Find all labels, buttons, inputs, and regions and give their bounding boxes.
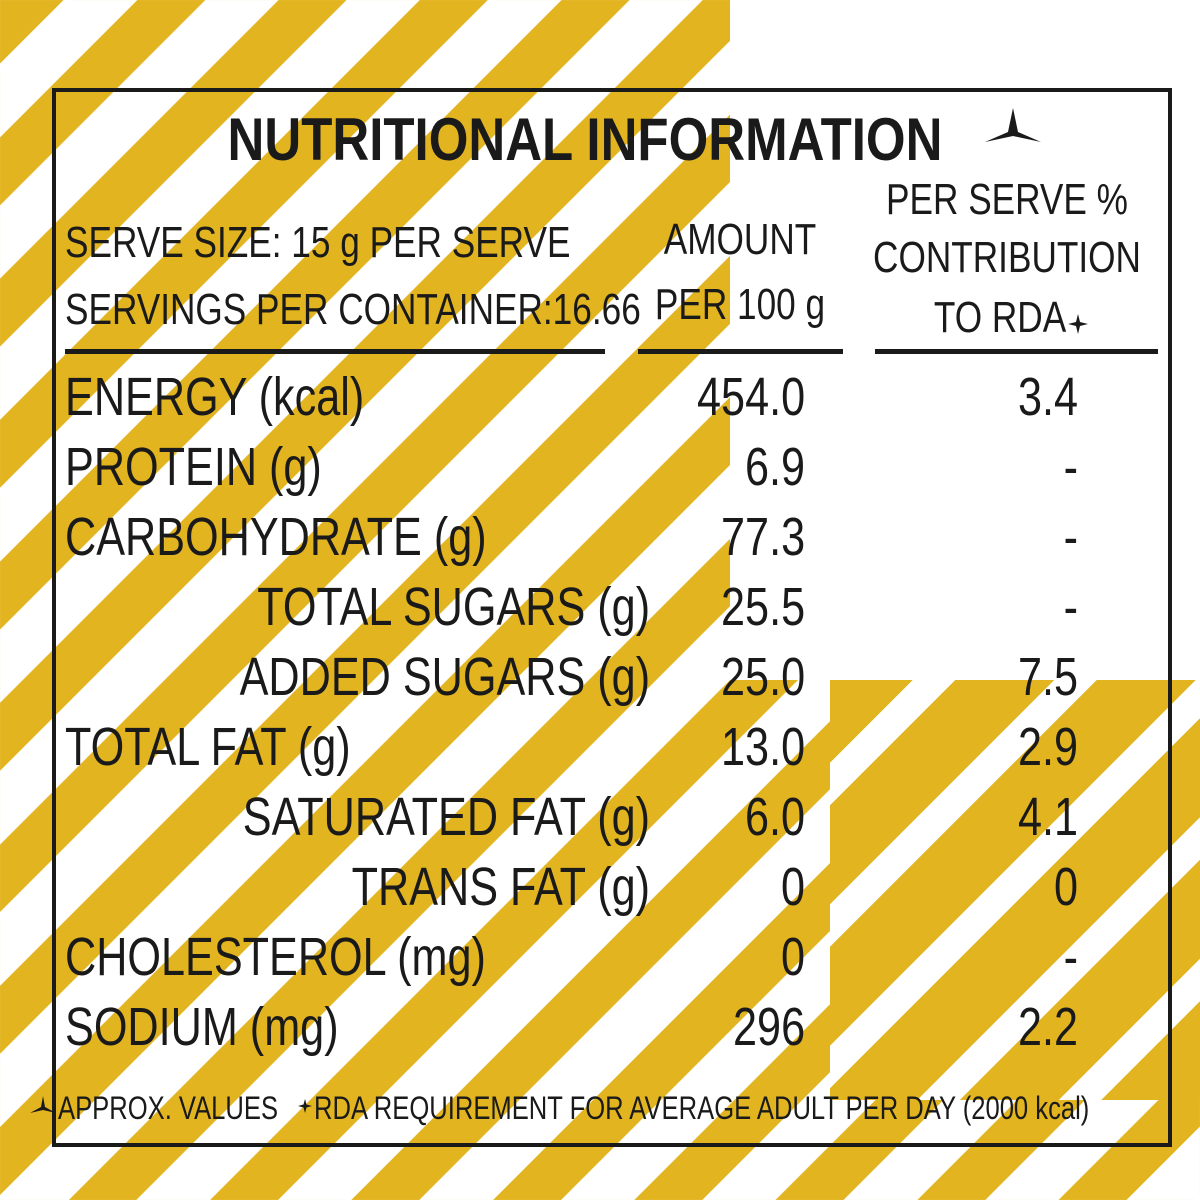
text: PER SERVE % [886, 175, 1128, 224]
amount-value-text: 454.0 [696, 367, 805, 427]
text: AMOUNT [663, 215, 817, 264]
amount-value: 6.0 [730, 790, 805, 844]
servings: SERVINGS PER CONTAINER:16.66 [65, 288, 785, 332]
approx-symbol [985, 108, 1041, 142]
rda-symbol [298, 1099, 312, 1113]
amount-value-text: 25.0 [720, 647, 805, 707]
rda-value: 3.4 [1003, 370, 1078, 424]
amount-value: 296 [715, 1000, 805, 1054]
nutrient-name: TOTAL SUGARS (g) [159, 580, 650, 634]
amount-value: 77.3 [700, 510, 805, 564]
amount-value-text: 0 [780, 927, 805, 987]
approx-symbol [30, 1096, 56, 1113]
rda-value: - [1060, 930, 1078, 984]
nutrient-name-text: SATURATED FAT (g) [242, 787, 650, 847]
amount-value: 454.0 [670, 370, 805, 424]
nutrient-name-text: CARBOHYDRATE (g) [65, 507, 487, 567]
nutrient-name: ENERGY (kcal) [65, 370, 439, 424]
serve-size: SERVE SIZE: 15 g PER SERVE [65, 221, 697, 265]
nutrient-name: SODIUM (mg) [65, 1000, 407, 1054]
header-rule [638, 349, 843, 354]
background-panel [730, 0, 1200, 680]
header-rule [875, 349, 1158, 354]
amount-value-text: 0 [780, 857, 805, 917]
nutrient-name-text: TRANS FAT (g) [351, 857, 650, 917]
rda-value-text: 2.2 [1017, 997, 1078, 1057]
rda-value-text: 7.5 [1017, 647, 1078, 707]
text: APPROX. VALUES [58, 1090, 279, 1126]
rda-value-text: - [1063, 577, 1078, 637]
column-header: PER 100 g [634, 283, 847, 327]
amount-value: 0 [775, 930, 805, 984]
nutrient-name: CHOLESTEROL (mg) [65, 930, 591, 984]
text: CONTRIBUTION [873, 233, 1141, 282]
nutrient-name-text: CHOLESTEROL (mg) [65, 927, 486, 987]
text: TO RDA [933, 293, 1067, 342]
amount-value: 6.9 [730, 440, 805, 494]
amount-value-text: 13.0 [720, 717, 805, 777]
rda-value: - [1060, 580, 1078, 634]
nutrient-name: ADDED SUGARS (g) [137, 650, 650, 704]
amount-value-text: 296 [732, 997, 805, 1057]
column-header: CONTRIBUTION [840, 236, 1175, 280]
rda-value: - [1060, 510, 1078, 564]
column-header: PER SERVE % [856, 178, 1158, 222]
rda-value: 7.5 [1003, 650, 1078, 704]
amount-value: 25.0 [700, 650, 805, 704]
title: NUTRITIONAL INFORMATION [164, 110, 1005, 170]
column-header: TO RDA [917, 296, 1082, 340]
label-frame [52, 88, 1172, 1147]
rda-value: 2.2 [1003, 1000, 1078, 1054]
nutrient-name: SATURATED FAT (g) [141, 790, 650, 844]
rda-value-text: 4.1 [1017, 787, 1078, 847]
nutrient-name-text: ENERGY (kcal) [65, 367, 365, 427]
amount-value-text: 25.5 [720, 577, 805, 637]
rda-value: 2.9 [1003, 720, 1078, 774]
text: RDA REQUIREMENT FOR AVERAGE ADULT PER DA… [314, 1090, 1090, 1126]
amount-value-text: 6.0 [744, 787, 805, 847]
amount-value: 13.0 [700, 720, 805, 774]
nutrient-name: TOTAL FAT (g) [65, 720, 422, 774]
rda-value-text: 2.9 [1017, 717, 1078, 777]
nutrient-name-text: TOTAL FAT (g) [65, 717, 351, 777]
rda-value-text: 3.4 [1017, 367, 1078, 427]
amount-value: 0 [775, 860, 805, 914]
nutrient-name-text: SODIUM (mg) [65, 997, 339, 1057]
column-header: AMOUNT [645, 218, 836, 262]
rda-value-text: 0 [1053, 857, 1078, 917]
rda-symbol [1068, 314, 1088, 334]
text: SERVE SIZE: 15 g PER SERVE [65, 218, 571, 267]
nutrient-name-text: ADDED SUGARS (g) [239, 647, 650, 707]
nutrient-name: CARBOHYDRATE (g) [65, 510, 592, 564]
rda-value-text: - [1063, 437, 1078, 497]
text: PER 100 g [654, 280, 826, 329]
footer-note: APPROX. VALUES [58, 1092, 333, 1124]
amount-value: 25.5 [700, 580, 805, 634]
rda-value-text: - [1063, 507, 1078, 567]
amount-value-text: 77.3 [720, 507, 805, 567]
text: SERVINGS PER CONTAINER:16.66 [65, 285, 641, 334]
rda-value: 0 [1048, 860, 1078, 914]
rda-value: - [1060, 440, 1078, 494]
background-panel [830, 680, 1200, 1100]
nutrient-name: PROTEIN (g) [65, 440, 386, 494]
rda-value-text: - [1063, 927, 1078, 987]
nutrient-name-text: TOTAL SUGARS (g) [257, 577, 650, 637]
rda-value: 4.1 [1003, 790, 1078, 844]
header-rule [65, 349, 605, 354]
title-text: NUTRITIONAL INFORMATION [227, 106, 943, 173]
amount-value-text: 6.9 [744, 437, 805, 497]
nutrient-name-text: PROTEIN (g) [65, 437, 322, 497]
nutrient-name: TRANS FAT (g) [277, 860, 650, 914]
footer-note: RDA REQUIREMENT FOR AVERAGE ADULT PER DA… [314, 1092, 1200, 1124]
